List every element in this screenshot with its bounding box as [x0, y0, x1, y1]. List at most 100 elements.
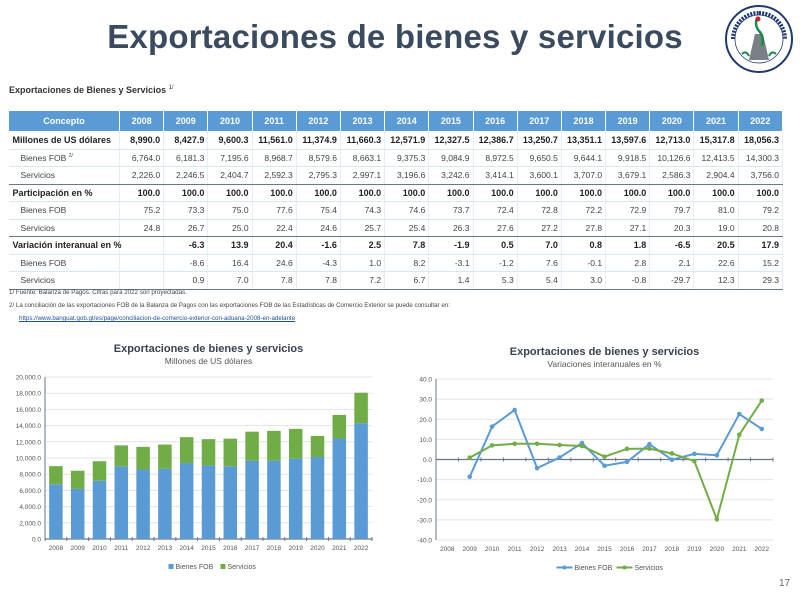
table-cell: 81.0: [693, 201, 739, 220]
point-bienes-fob: [647, 441, 652, 447]
table-cell: 2.1: [649, 254, 695, 272]
conciliation-link[interactable]: https://www.banguat.gob.gt/es/page/conci…: [19, 315, 296, 322]
point-servicios: [692, 458, 697, 464]
chart-subtitle: Variaciones interanuales en %: [547, 359, 662, 369]
table-cell: 100.0: [296, 184, 341, 202]
table-cell: 12,327.5: [428, 131, 474, 150]
table-cell: 8,968.7: [252, 149, 297, 167]
table-cell: 27.1: [605, 219, 651, 237]
bar-bienes-fob: [267, 460, 281, 539]
column-header-year: 2019: [605, 110, 651, 132]
bar-bienes-fob: [136, 469, 150, 539]
table-cell: 3,756.0: [738, 166, 784, 185]
column-header-year: 2020: [649, 110, 695, 132]
table-row: Participación en % 100.0 100.0 100.0 100.0 10…: [8, 184, 784, 202]
table-cell: 100.0: [340, 184, 386, 202]
table-cell: 12,413.5: [693, 149, 739, 167]
table-cell: 77.6: [252, 201, 297, 220]
table-cell: 9,375.3: [384, 149, 430, 167]
table-cell: 24.6: [252, 254, 297, 272]
table-cell: -1.2: [473, 254, 518, 272]
y-tick-label: 16,000.0: [16, 407, 42, 414]
point-servicios: [737, 432, 742, 438]
column-header-year: 2017: [516, 110, 562, 132]
table-cell: 9,644.1: [561, 149, 607, 167]
bar-bienes-fob: [288, 458, 303, 539]
x-tick-label: 2010: [485, 546, 500, 553]
x-tick-label: 2009: [70, 545, 85, 552]
row-label-text: Participación en %: [12, 187, 93, 198]
table-cell: 13,250.7: [517, 131, 562, 150]
table-cell: -1.6: [296, 236, 341, 255]
legend-marker: [622, 565, 627, 570]
bar-bienes-fob: [354, 423, 368, 539]
table-cell: 5.3: [473, 271, 518, 290]
table-cell: 100.0: [207, 184, 253, 202]
chart-title: Exportaciones de bienes y servicios: [114, 343, 304, 355]
bar-chart-exports: Exportaciones de bienes y serviciosMillo…: [16, 343, 373, 571]
table-notes: 1/ Fuente: Balanza de Pagos. Cifras para…: [9, 286, 450, 325]
table-cell: -8.6: [163, 254, 209, 272]
x-tick-label: 2018: [665, 546, 680, 553]
table-cell: 20.8: [738, 219, 784, 237]
y-tick-label: 6,000.0: [19, 488, 41, 495]
point-servicios: [534, 441, 540, 447]
bar-servicios: [223, 438, 238, 467]
table-cell: 12.3: [693, 271, 739, 290]
table-cell: 100.0: [649, 184, 695, 202]
table-cell: -1.9: [428, 236, 474, 255]
bar-bienes-fob: [49, 484, 63, 539]
point-bienes-fob: [737, 411, 742, 417]
table-cell: 6,181.3: [163, 149, 209, 167]
table-cell: 12,386.7: [473, 131, 518, 150]
row-label-text: Servicios: [20, 275, 55, 286]
bar-servicios: [354, 392, 368, 424]
point-servicios: [669, 451, 675, 456]
y-tick-label: 8,000.0: [19, 472, 41, 479]
point-bienes-fob: [759, 426, 765, 432]
table-cell: 7.0: [517, 236, 562, 255]
table-cell: 11,374.9: [296, 131, 341, 150]
legend-label: Bienes FOB: [575, 565, 613, 572]
point-bienes-fob: [512, 407, 517, 413]
y-tick-label: 2,000.0: [19, 520, 41, 527]
table-cell: 100.0: [384, 184, 430, 202]
table-cell: 25.4: [384, 219, 430, 237]
chart-subtitle: Millones de US dólares: [165, 356, 252, 366]
table-cell: 17.9: [738, 236, 784, 255]
bar-servicios: [310, 436, 325, 457]
x-tick-label: 2010: [92, 545, 107, 552]
table-cell: 20.3: [649, 219, 695, 237]
table-cell: 8,990.0: [119, 131, 165, 150]
x-tick-label: 2016: [620, 546, 635, 553]
table-cell: 2.5: [340, 236, 386, 255]
y-tick-label: 10,000.0: [16, 456, 42, 463]
legend-label: Bienes FOB: [176, 564, 214, 571]
table-caption-text: Exportaciones de Bienes y Servicios: [9, 85, 167, 95]
bar-servicios: [267, 430, 281, 461]
table-cell: 1.8: [605, 236, 651, 255]
table-row: Servicios 0.9 7.0 7.8 7.8 7.2 6.7 1.4 5.3 5.4 3.0-…: [8, 271, 784, 290]
table-cell: 100.0: [163, 184, 209, 202]
point-servicios: [512, 441, 517, 447]
table-cell: 12,713.0: [649, 131, 695, 150]
y-tick-label: 20.0: [419, 417, 432, 424]
x-tick-label: 2012: [136, 545, 151, 552]
bar-bienes-fob: [332, 438, 347, 539]
table-row: Variación interanual en % -6.3 13.9 20.4 -1.…: [8, 236, 784, 255]
table-cell: 7.0: [207, 271, 253, 290]
table-cell: 73.7: [428, 201, 474, 220]
table-cell: -0.1: [561, 254, 607, 272]
table-cell: 12,571.9: [384, 131, 430, 150]
row-label-text: Variación interanual en %: [12, 240, 122, 251]
column-header-year: 2010: [207, 110, 253, 132]
table-row: Servicios 2,226.0 2,246.5 2,404.7 2,592.3 2,7…: [8, 166, 784, 185]
bar-servicios: [288, 428, 303, 459]
bar-bienes-fob: [310, 456, 325, 539]
table-cell: 8,972.5: [473, 149, 518, 167]
legend-swatch: [168, 564, 174, 569]
row-label-text: Bienes FOB: [20, 152, 67, 163]
table-cell: 100.0: [428, 184, 474, 202]
x-tick-label: 2015: [597, 546, 612, 553]
footnote-2: 2/ La conciliación de las exportaciones …: [9, 302, 450, 309]
